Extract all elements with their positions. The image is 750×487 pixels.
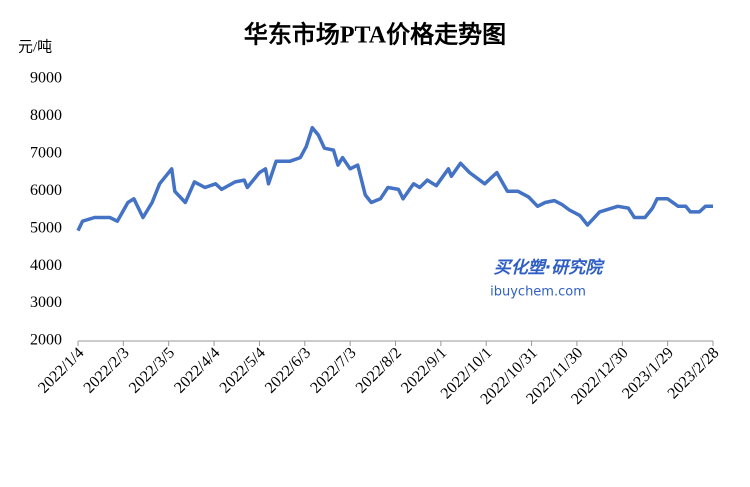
price-line [76,125,713,232]
x-tick-label: 2022/4/4 [171,344,223,396]
y-tick-label: 7000 [30,145,62,162]
x-tick-label: 2022/6/3 [262,344,314,396]
y-axis-label: 元/吨 [18,38,52,55]
y-tick-label: 4000 [30,257,62,274]
x-tick-label: 2022/2/3 [81,344,133,396]
y-tick-label: 2000 [30,332,62,349]
y-tick-label: 6000 [30,182,62,199]
chart-title: 华东市场PTA价格走势图 [244,21,506,49]
x-tick-label: 2022/3/5 [126,344,178,396]
y-tick-label: 5000 [30,219,62,236]
x-tick-label: 2022/5/4 [217,344,269,396]
y-tick-label: 3000 [30,294,62,311]
x-tick-label: 2022/1/4 [35,344,87,396]
watermark-url: ibuychem.com [490,285,586,300]
y-tick-label: 8000 [30,107,62,124]
x-tick-label: 2022/7/3 [307,344,359,396]
y-tick-label: 9000 [30,70,62,87]
x-tick-label: 2022/8/2 [353,344,405,396]
watermark-title: 买化塑·研究院 [494,258,605,278]
